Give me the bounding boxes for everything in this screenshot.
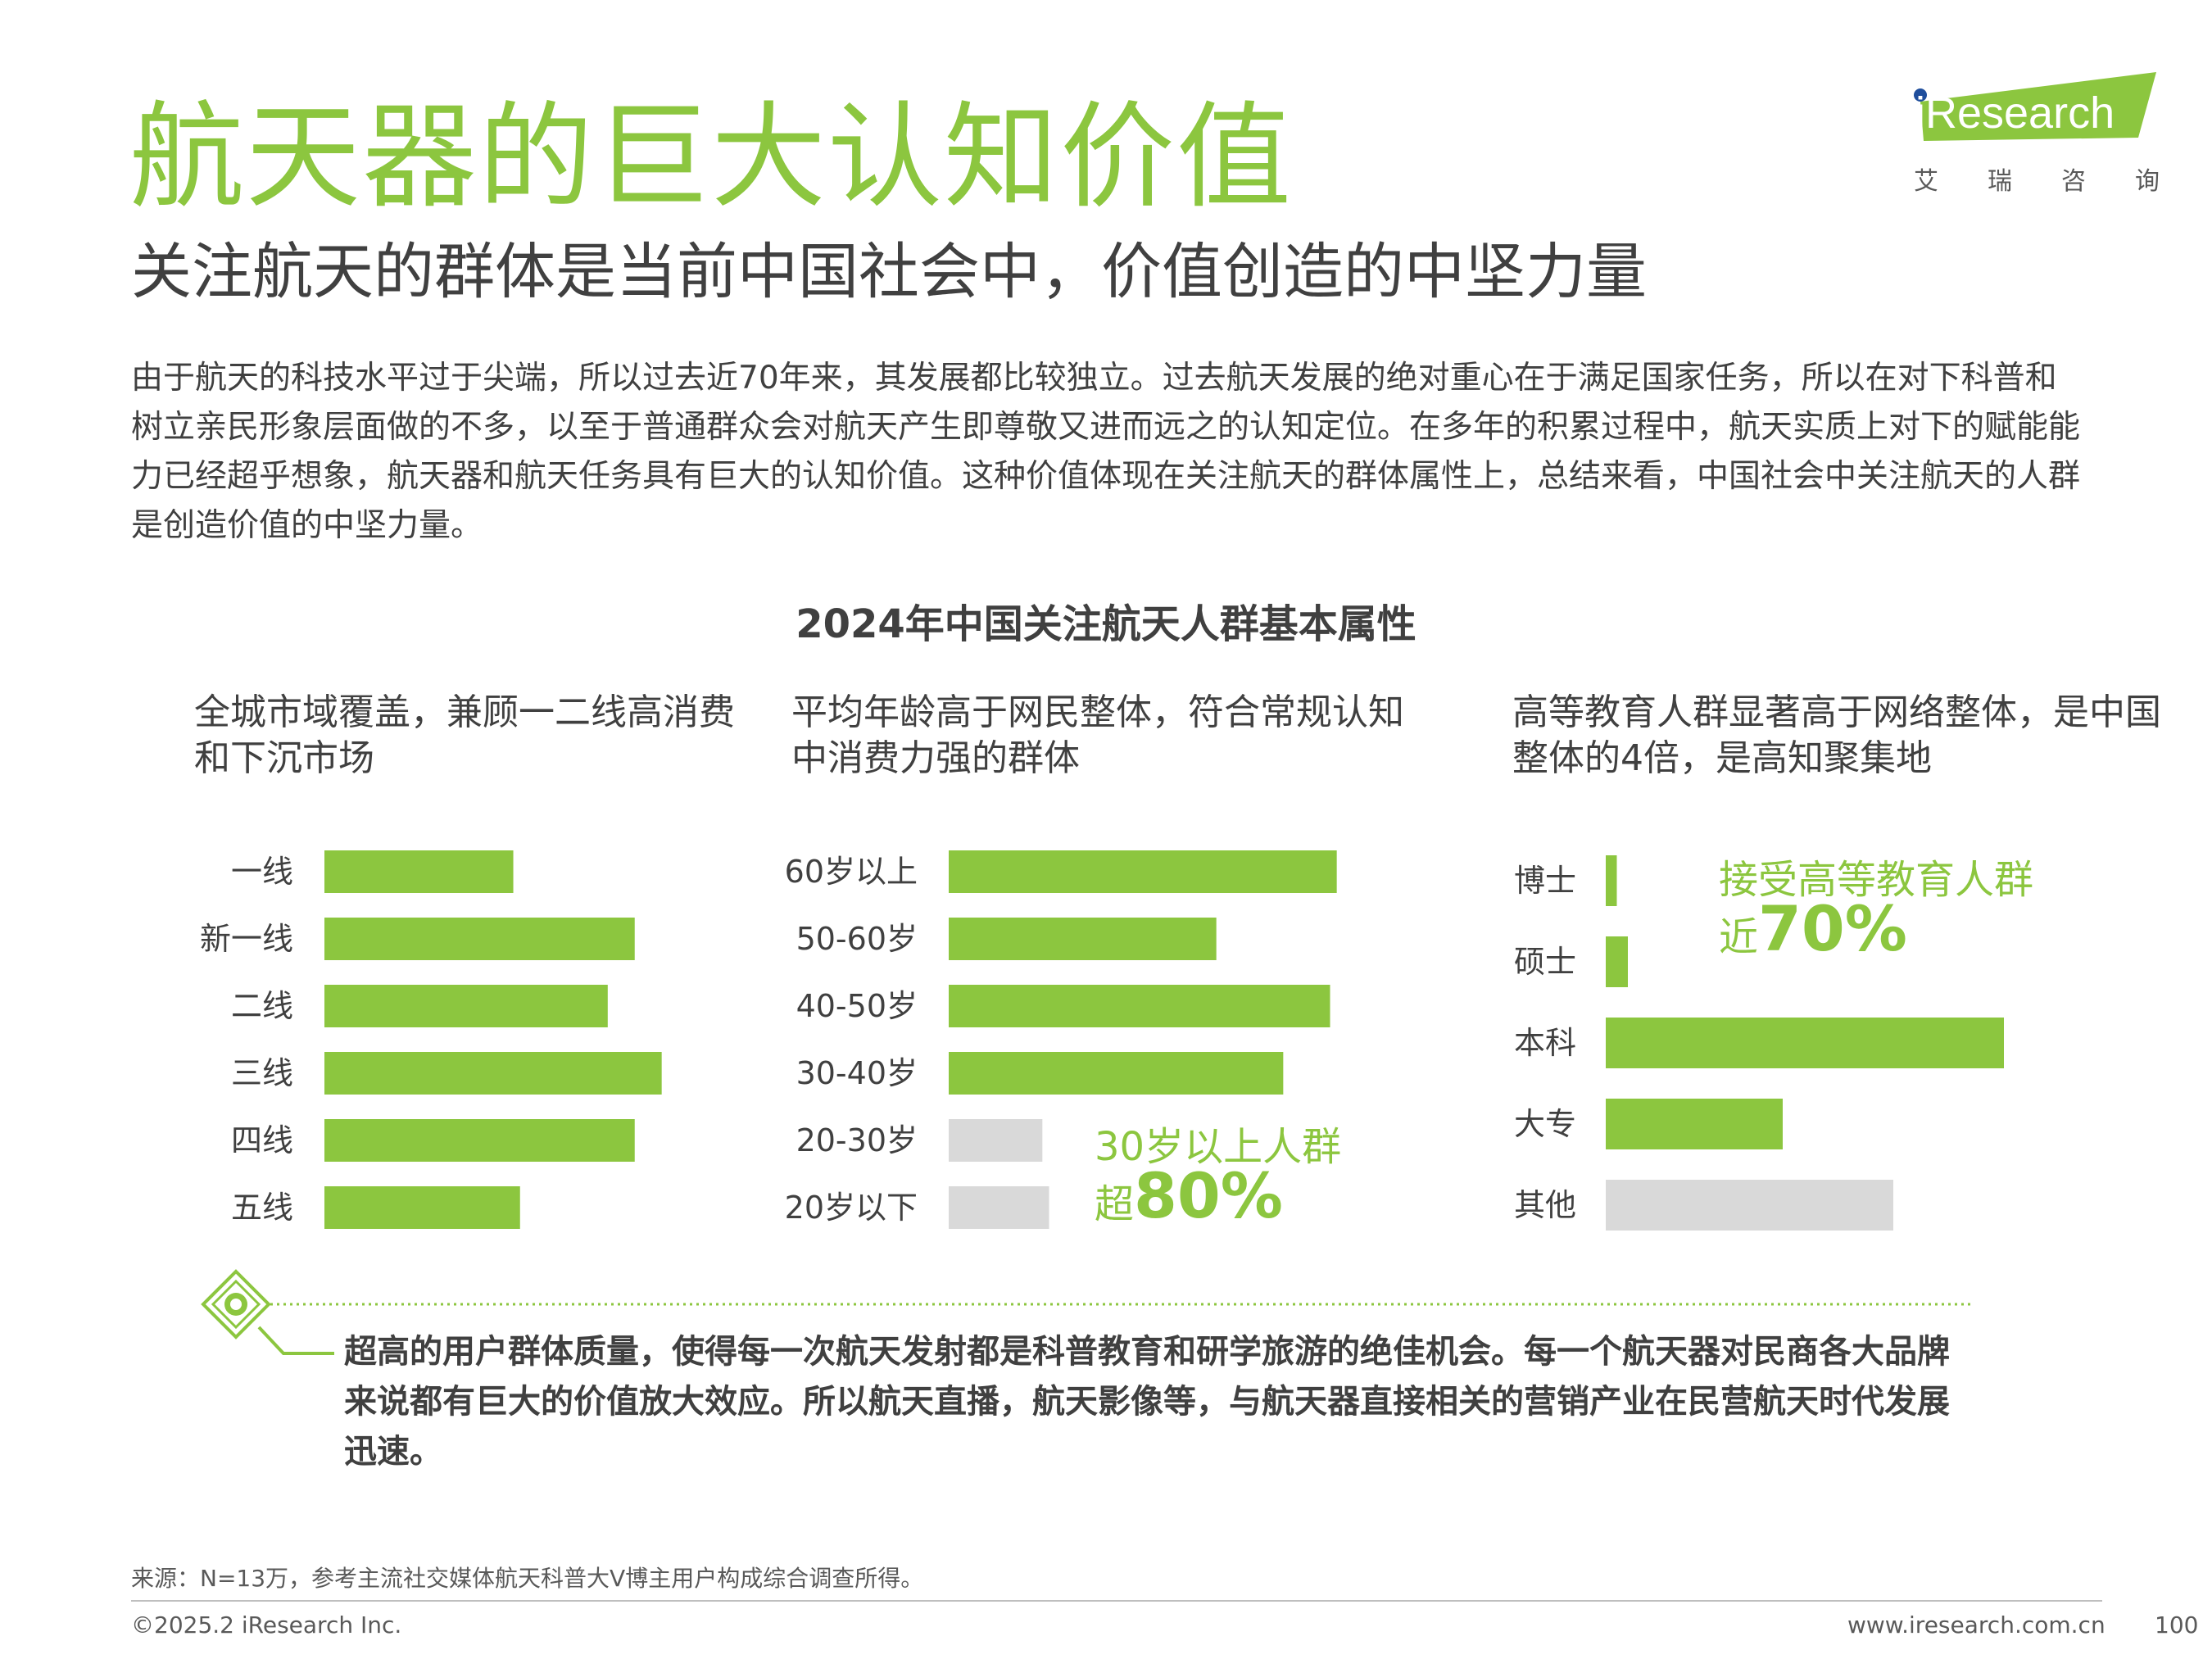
age-callout-value: 80%	[1134, 1159, 1283, 1232]
bar-label: 博士	[1514, 863, 1576, 899]
bar-label: 20岁以下	[785, 1190, 918, 1226]
conclusion-text: 超高的用户群体质量，使得每一次航天发射都是科普教育和研学旅游的绝佳机会。每一个航…	[344, 1333, 1950, 1471]
bar	[949, 1052, 1284, 1095]
panel-heading-city: 全城市域覆盖，兼顾一二线高消费和下沉市场	[194, 691, 735, 779]
logo-sub-char: 瑞	[1988, 167, 2012, 196]
diamond-target-icon	[201, 1269, 271, 1339]
panel-heading-age: 平均年龄高于网民整体，符合常规认知中消费力强的群体	[791, 691, 1404, 779]
bar-label: 四线	[231, 1122, 293, 1158]
bar	[324, 1186, 520, 1229]
logo-sub-char: 询	[2135, 167, 2160, 196]
footer-divider	[131, 1600, 2102, 1602]
bar	[324, 985, 608, 1027]
bar-label: 大专	[1514, 1106, 1576, 1142]
bar-label: 三线	[231, 1055, 293, 1091]
bar-label: 60岁以上	[785, 854, 918, 890]
logo-dot-icon	[1914, 88, 1927, 102]
bar-label: 新一线	[200, 921, 293, 957]
bar-label: 20-30岁	[796, 1122, 918, 1158]
bar	[324, 850, 514, 893]
page-number: 100	[2155, 1611, 2199, 1639]
source-note: 来源：N=13万，参考主流社交媒体航天科普大V博主用户构成综合调查所得。	[131, 1565, 924, 1592]
logo-banner	[1920, 72, 2156, 141]
bar	[324, 918, 635, 960]
bar	[949, 918, 1217, 960]
bar	[949, 1119, 1043, 1162]
pointer-line	[257, 1326, 334, 1355]
bar	[1606, 936, 1628, 987]
bar-label: 40-50岁	[796, 988, 918, 1024]
iresearch-logo: iResearch	[1914, 72, 2156, 141]
bar	[1606, 855, 1617, 906]
bar	[949, 850, 1337, 893]
bar	[324, 1119, 635, 1162]
logo-sub-char: 艾	[1914, 167, 1938, 196]
copyright: ©2025.2 iResearch Inc.	[131, 1611, 402, 1639]
age-callout-prefix: 超	[1095, 1181, 1135, 1227]
age-callout: 30岁以上人群 超80%	[1095, 1122, 1341, 1229]
website-link[interactable]: www.iresearch.com.cn	[1847, 1611, 2105, 1639]
page-subtitle: 关注航天的群体是当前中国社会中，价值创造的中坚力量	[131, 237, 1647, 307]
bar	[1606, 1018, 2004, 1068]
bar-label: 一线	[231, 854, 293, 890]
bar	[949, 985, 1330, 1027]
intro-paragraph: 由于航天的科技水平过于尖端，所以过去近70年来，其发展都比较独立。过去航天发展的…	[131, 360, 2081, 544]
panel-heading-education: 高等教育人群显著高于网络整体，是中国整体的4倍，是高知聚集地	[1512, 691, 2161, 779]
callout-divider	[201, 1269, 1970, 1355]
bar-label: 本科	[1514, 1025, 1576, 1061]
education-callout: 接受高等教育人群 近70%	[1719, 855, 2033, 962]
age-chart: 60岁以上 50-60岁 40-50岁 30-40岁 20-30岁 20岁以下	[785, 850, 1337, 1229]
bar-label: 硕士	[1514, 944, 1576, 980]
page-title: 航天器的巨大认知价值	[129, 91, 1294, 224]
bar-label: 50-60岁	[796, 921, 918, 957]
education-callout-prefix: 近	[1719, 914, 1759, 960]
bar-label: 其他	[1514, 1187, 1576, 1223]
logo-wordmark: iResearch	[1915, 88, 2115, 138]
chart-title: 2024年中国关注航天人群基本属性	[796, 601, 1416, 647]
age-callout-line: 30岁以上人群	[1095, 1124, 1342, 1170]
bar	[1606, 1180, 1893, 1231]
bar-label: 二线	[231, 988, 293, 1024]
bar	[1606, 1099, 1783, 1149]
bar	[324, 1052, 662, 1095]
logo-sub-char: 咨	[2061, 167, 2086, 196]
logo-subtitle: 艾 瑞 咨 询	[1914, 161, 2160, 197]
bar	[949, 1186, 1049, 1229]
education-callout-line: 接受高等教育人群	[1719, 857, 2034, 903]
bar-label: 五线	[231, 1190, 293, 1226]
education-callout-value: 70%	[1758, 892, 1907, 965]
bar-label: 30-40岁	[796, 1055, 918, 1091]
